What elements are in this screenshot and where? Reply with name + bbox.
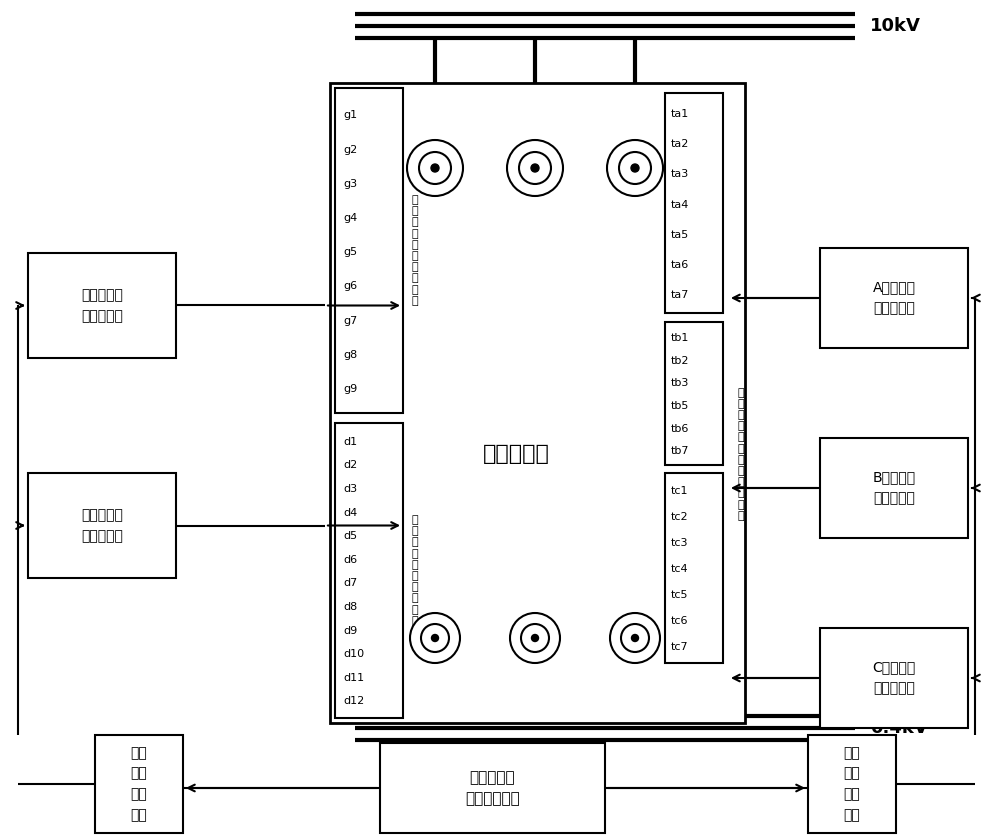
Circle shape — [521, 624, 549, 652]
Text: 变压器本体: 变压器本体 — [483, 444, 550, 464]
Circle shape — [532, 634, 538, 642]
Bar — [330, 83, 745, 723]
Bar — [820, 438, 968, 538]
Text: 0.4kV: 0.4kV — [870, 719, 928, 737]
Text: g9: g9 — [343, 384, 357, 394]
Circle shape — [431, 164, 439, 172]
Text: g7: g7 — [343, 316, 357, 326]
Text: 10kV: 10kV — [870, 17, 921, 35]
Circle shape — [507, 140, 563, 196]
Text: tb2: tb2 — [671, 355, 690, 365]
Text: tc6: tc6 — [671, 617, 688, 626]
Text: 高
压
三
相
绕
组
调
压
分
接
抽
头: 高 压 三 相 绕 组 调 压 分 接 抽 头 — [738, 388, 744, 520]
Text: tc7: tc7 — [671, 643, 689, 653]
Text: tb3: tb3 — [671, 378, 689, 388]
Text: d2: d2 — [343, 460, 357, 470]
Circle shape — [619, 152, 651, 184]
Text: tc2: tc2 — [671, 512, 689, 522]
Bar — [665, 93, 723, 313]
Circle shape — [610, 613, 660, 663]
Text: 高
压
绕
组
调
容
内
部
抽
头: 高 压 绕 组 调 容 内 部 抽 头 — [412, 195, 418, 306]
Circle shape — [631, 164, 639, 172]
Text: d3: d3 — [343, 484, 357, 494]
Circle shape — [432, 634, 438, 642]
Text: A相有载调
压复合开关: A相有载调 压复合开关 — [872, 281, 916, 315]
Text: tc5: tc5 — [671, 590, 688, 600]
Text: g1: g1 — [343, 111, 357, 121]
Text: tc3: tc3 — [671, 538, 688, 548]
Circle shape — [410, 613, 460, 663]
Circle shape — [510, 613, 560, 663]
Circle shape — [519, 152, 551, 184]
Text: ta1: ta1 — [671, 109, 689, 119]
Text: g8: g8 — [343, 349, 357, 360]
Text: tc4: tc4 — [671, 564, 689, 574]
Text: 有载调容高
压复合开关: 有载调容高 压复合开关 — [81, 288, 123, 323]
Text: g3: g3 — [343, 178, 357, 189]
Text: g5: g5 — [343, 247, 357, 257]
Bar — [808, 735, 896, 833]
Text: 低
压
绕
组
调
容
内
部
抽
头: 低 压 绕 组 调 容 内 部 抽 头 — [412, 515, 418, 626]
Text: ta6: ta6 — [671, 260, 689, 270]
Bar — [380, 743, 605, 833]
Text: 有载调容低
压复合开关: 有载调容低 压复合开关 — [81, 508, 123, 543]
Bar — [28, 473, 176, 578]
Circle shape — [421, 624, 449, 652]
Text: d12: d12 — [343, 696, 364, 706]
Text: ta7: ta7 — [671, 290, 689, 300]
Text: d6: d6 — [343, 555, 357, 565]
Text: ta4: ta4 — [671, 199, 689, 210]
Text: B相有载调
压复合开关: B相有载调 压复合开关 — [872, 471, 916, 505]
Text: ta2: ta2 — [671, 139, 689, 149]
Text: d1: d1 — [343, 437, 357, 447]
Text: g4: g4 — [343, 213, 357, 223]
Text: d4: d4 — [343, 508, 357, 518]
Text: ta3: ta3 — [671, 169, 689, 179]
Text: tb5: tb5 — [671, 401, 689, 411]
Text: C相有载调
压复合开关: C相有载调 压复合开关 — [872, 660, 916, 696]
Circle shape — [419, 152, 451, 184]
Text: tb7: tb7 — [671, 447, 690, 457]
Bar — [28, 253, 176, 358]
Bar — [665, 322, 723, 465]
Text: tb1: tb1 — [671, 333, 689, 343]
Circle shape — [632, 634, 639, 642]
Text: d10: d10 — [343, 649, 364, 660]
Text: 配电变压器
监测判断单元: 配电变压器 监测判断单元 — [465, 770, 520, 806]
Circle shape — [407, 140, 463, 196]
Bar — [820, 628, 968, 728]
Text: 有载
调容
控制
输出: 有载 调容 控制 输出 — [131, 746, 147, 822]
Bar — [335, 423, 403, 718]
Text: d5: d5 — [343, 531, 357, 541]
Circle shape — [607, 140, 663, 196]
Bar — [820, 248, 968, 348]
Text: d7: d7 — [343, 578, 357, 588]
Text: d11: d11 — [343, 673, 364, 683]
Text: ta5: ta5 — [671, 230, 689, 240]
Bar — [95, 735, 183, 833]
Text: d8: d8 — [343, 602, 357, 612]
Bar — [335, 88, 403, 413]
Bar — [665, 473, 723, 663]
Text: d9: d9 — [343, 626, 357, 636]
Text: tb6: tb6 — [671, 424, 689, 434]
Text: g6: g6 — [343, 282, 357, 292]
Text: g2: g2 — [343, 145, 357, 154]
Text: 有载
调压
控制
输出: 有载 调压 控制 输出 — [844, 746, 860, 822]
Circle shape — [621, 624, 649, 652]
Text: tc1: tc1 — [671, 486, 688, 496]
Circle shape — [531, 164, 539, 172]
